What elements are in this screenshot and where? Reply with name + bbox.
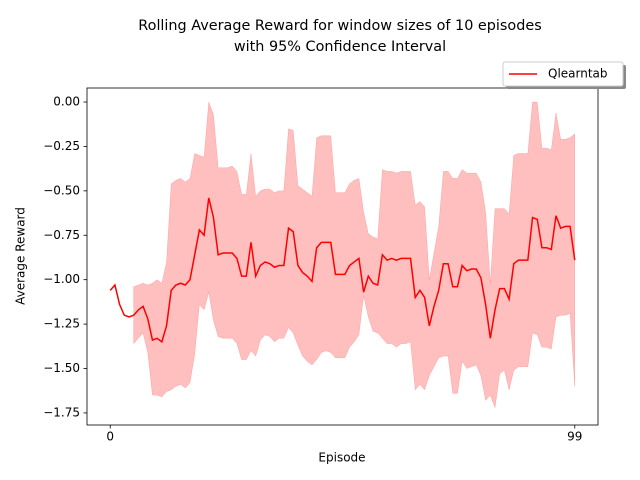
plot-frame <box>86 87 599 426</box>
legend: Qlearntab <box>502 61 626 89</box>
y-tick-label: 0.00 <box>53 95 80 109</box>
y-tick-label: −1.75 <box>43 405 80 419</box>
y-tick-label: −1.25 <box>43 317 80 331</box>
chart-title: Rolling Average Reward for window sizes … <box>138 18 541 34</box>
y-axis-label: Average Reward <box>14 207 28 305</box>
series-line <box>109 197 576 344</box>
y-tick-label: −0.75 <box>43 228 80 242</box>
confidence-band <box>133 101 576 408</box>
legend-box <box>502 61 624 87</box>
y-tick-label: −1.00 <box>43 272 80 286</box>
x-tick-label: 0 <box>106 430 114 444</box>
y-tick-label: −1.50 <box>43 361 80 375</box>
x-tick-label: 99 <box>567 430 582 444</box>
y-tick-label: −0.50 <box>43 183 80 197</box>
y-tick-label: −0.25 <box>43 139 80 153</box>
legend-label: Qlearntab <box>548 67 608 81</box>
chart-title: with 95% Confidence Interval <box>234 39 446 55</box>
x-axis-label: Episode <box>318 451 365 465</box>
